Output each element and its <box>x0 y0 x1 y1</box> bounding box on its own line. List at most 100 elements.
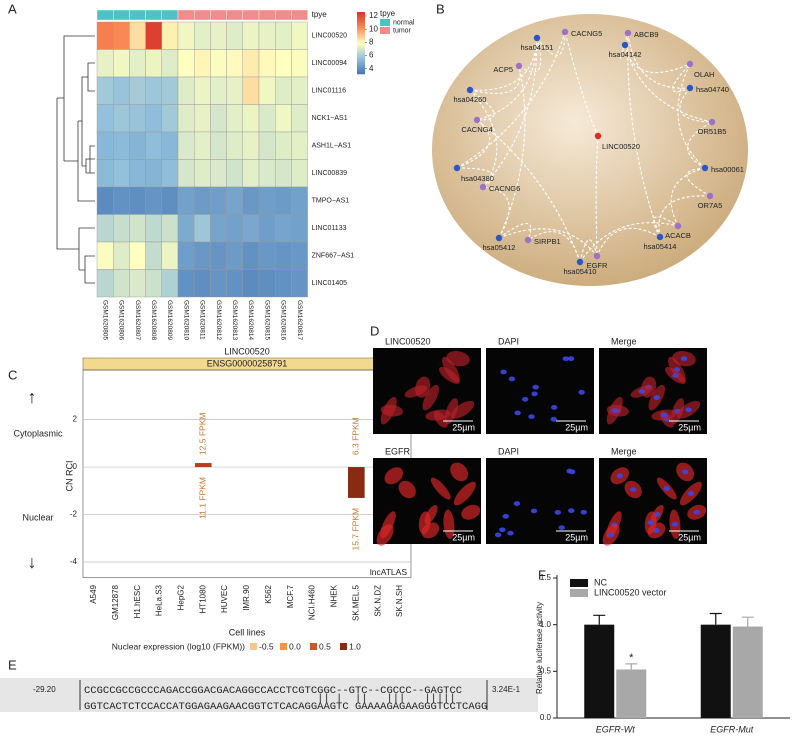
network-edge <box>627 32 691 89</box>
network-node <box>479 183 487 191</box>
heatmap-cell <box>242 269 260 298</box>
heatmap-cell <box>161 159 179 188</box>
cell-stain <box>384 467 404 485</box>
alignment-matches: || | || ||| ||||| <box>84 693 456 705</box>
legend-label: 0.5 <box>319 641 331 651</box>
y-tick-label: -2 <box>70 510 78 519</box>
network-edge <box>677 63 706 169</box>
heatmap-cell <box>193 131 211 160</box>
colorbar-segment <box>357 50 365 53</box>
row-label: TMPO−AS1 <box>312 198 350 205</box>
group-annotation <box>177 9 195 21</box>
heatmap-cell <box>96 241 114 270</box>
heatmap-cell <box>145 131 163 160</box>
cell-stain <box>422 384 439 411</box>
chart-subtitle: ENSG00000258791 <box>207 358 288 368</box>
nucleus-stain <box>554 510 562 515</box>
heatmap-cell <box>129 104 146 133</box>
group-annotation <box>193 9 211 21</box>
column-label: GSM1620806 <box>118 300 125 340</box>
bar <box>584 624 615 718</box>
channel-label: LINC00520 <box>385 336 431 346</box>
significance-mark: * <box>629 652 634 664</box>
heatmap-cell <box>96 49 114 78</box>
node-label: ABCB9 <box>634 30 659 39</box>
legend-label: 0.0 <box>289 641 301 651</box>
scale-bar-label: 25µm <box>452 532 475 542</box>
colorbar-segment <box>357 22 365 25</box>
network-edge <box>686 167 711 197</box>
heatmap-cell <box>226 104 244 133</box>
column-label: GSM1620810 <box>182 300 189 340</box>
nucleus-stain <box>494 532 502 538</box>
heatmap-cell <box>275 49 292 78</box>
channel-label: DAPI <box>498 336 519 346</box>
legend-label: tumor <box>393 27 412 34</box>
colorbar-segment <box>357 72 365 75</box>
node-label: OR51B5 <box>698 127 727 136</box>
heatmap-cell <box>258 269 276 298</box>
network-node <box>466 86 474 94</box>
colorbar-segment <box>357 43 365 45</box>
colorbar-tick-label: 10 <box>369 24 378 33</box>
heatmap-cell <box>210 49 227 78</box>
heatmap-cell <box>145 186 163 215</box>
heatmap-cell <box>242 49 260 78</box>
network-edge <box>653 216 679 238</box>
error-bar <box>625 663 638 670</box>
heatmap-cell <box>112 76 130 105</box>
colorbar-segment <box>357 44 365 47</box>
row-label: LINC01405 <box>312 280 348 287</box>
heatmap-cell <box>161 269 179 298</box>
x-tick-label: HUVEC <box>220 585 229 613</box>
nucleus-stain <box>507 530 514 536</box>
heatmap-cell <box>161 241 179 270</box>
heatmap-cell <box>145 269 163 298</box>
colorbar-segment <box>357 66 365 69</box>
colorbar-segment <box>357 16 365 19</box>
heatmap-cell <box>226 76 244 105</box>
y-tick-label: 0.5 <box>540 666 552 675</box>
x-tick-label: SK.N.SH <box>395 585 404 617</box>
cell-stain <box>380 396 397 425</box>
heatmap-cell <box>177 186 195 215</box>
column-label: GSM1620814 <box>247 300 254 340</box>
heatmap-cell <box>242 186 260 215</box>
legend-swatch <box>380 19 390 26</box>
heatmap-cell <box>275 131 292 160</box>
nucleus-stain <box>499 527 506 533</box>
error-bar <box>741 616 754 627</box>
nucleus-stain <box>550 405 558 410</box>
nucleus-stain <box>500 369 507 375</box>
heatmap-cell <box>242 76 260 105</box>
heatmap-cell <box>145 49 163 78</box>
network-node <box>576 258 584 266</box>
dendrogram <box>56 35 95 284</box>
y-tick-label: 0 <box>73 462 78 471</box>
node-label: OLAH <box>694 70 714 79</box>
network-edge <box>469 37 538 91</box>
alignment-target: GGTCACTCTCCACCATGGAGAAGAACGGTCTCACAGGAAG… <box>84 701 487 713</box>
heatmap-cell <box>177 104 195 133</box>
bar <box>194 463 212 468</box>
heatmap-cell <box>258 104 276 133</box>
heatmap-cell <box>129 49 146 78</box>
node-label: LINC00520 <box>602 142 640 151</box>
y-tick-label: -4 <box>70 557 78 566</box>
heatmap-cell <box>96 131 114 160</box>
column-label: GSM1620807 <box>134 300 141 340</box>
heatmap-cell <box>258 21 276 50</box>
node-label: hsa04260 <box>454 95 487 104</box>
nucleus-stain <box>681 469 689 475</box>
colorbar-segment <box>357 60 365 62</box>
heatmap-cell <box>96 214 114 243</box>
heatmap-cell <box>210 241 227 270</box>
cell-stain <box>418 511 431 535</box>
scale-bar-label: 25µm <box>565 532 588 542</box>
network-edge <box>498 222 532 241</box>
heatmap-cell <box>96 76 114 105</box>
annotation-label: tpye <box>312 10 328 19</box>
heatmap-cell <box>193 76 211 105</box>
node-label: EGFR <box>587 261 608 270</box>
network-edge <box>482 186 510 239</box>
